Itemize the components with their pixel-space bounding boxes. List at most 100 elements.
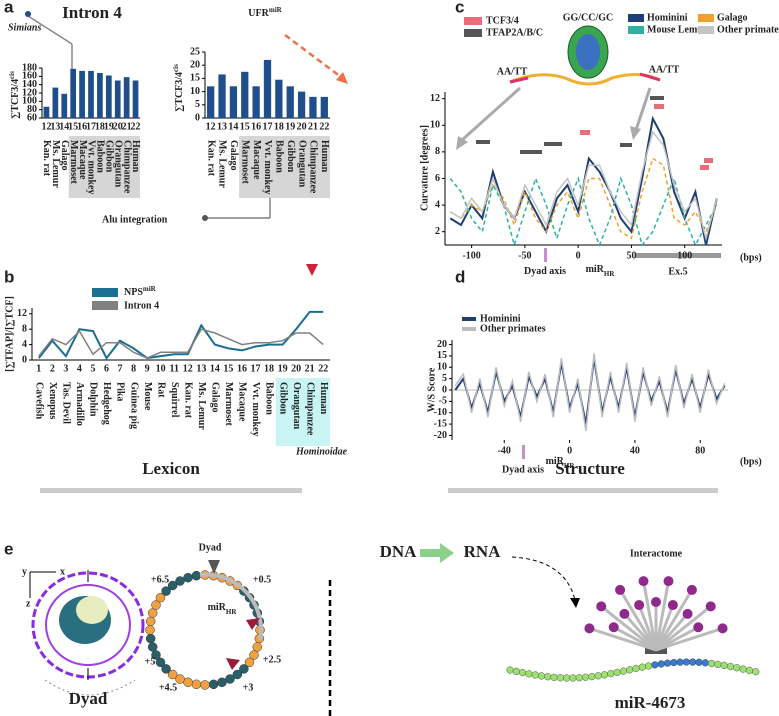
legend-swatch [92,301,118,310]
rna-dot [657,660,665,668]
species-label: Pika [115,382,126,401]
x-tick-label: 14 [210,363,220,374]
y-tick-label: 140 [22,79,37,90]
x-tick-label: 20 [113,121,123,132]
x-tick-label: 80 [695,445,705,456]
arrow [226,658,240,670]
x-tick-label: 19 [278,363,288,374]
y-tick-label: -15 [434,418,447,429]
y-tick-label: 10 [190,86,200,97]
nucleotide-dot [232,669,243,680]
bar [309,96,317,118]
bar [123,77,130,118]
species-label: Kan. rat [182,382,193,419]
x-tick-label: -100 [462,250,480,261]
rna-dot [689,658,697,666]
chart-title: Intron 4 [62,3,122,22]
x-tick-label: 13 [50,121,60,132]
nucleotide-dot [145,625,155,635]
x-tick-label: 21 [305,363,315,374]
y-tick-label: 0 [442,384,447,395]
species-label: Chimpanzee [304,382,315,436]
species-label: Vvt. monkey [250,382,261,436]
y-tick-label: 8 [22,323,27,334]
rna-dot [707,659,716,668]
species-label: Galago [228,140,239,171]
panel-letter: e [4,539,13,558]
nucleotide-dot [167,669,178,680]
species-label: Macaque [77,140,88,180]
protein-dot [615,584,626,595]
nucleotide-dot [244,657,255,668]
x-tick-label: 0 [576,250,581,261]
x-tick-label: 12 [183,363,193,374]
protein-dot [651,597,661,607]
x-tick-label: 19 [285,121,295,132]
bar [79,70,85,118]
nucleotide-dot [161,586,171,596]
annotation: Alu integration [102,214,168,225]
species-label: Orangutan [291,382,302,430]
axis-letter: y [22,566,27,577]
interaction-line [655,605,712,652]
x-tick-label: 8 [131,363,136,374]
bar [241,71,249,118]
x-tick-label: 16 [237,363,247,374]
x-tick-label: 21 [308,121,318,132]
x-tick-label: -50 [518,250,531,261]
bar [97,73,103,118]
bar [207,86,215,118]
position-label: +2.5 [263,654,281,665]
species-label: Ms. Lemur [50,140,61,188]
y-tick-label: 2 [435,226,440,237]
x-tick-label: 22 [319,121,329,132]
x-tick-label: 50 [626,250,636,261]
dyad-label: Dyad axis [502,464,544,475]
nucleotide-dot [147,642,158,652]
nucleotide-dot [191,679,202,690]
interaction-line [654,589,694,651]
line [449,115,718,246]
rna-dot [588,673,596,681]
legend-swatch [628,14,644,22]
bar [297,91,306,118]
protein-dot [686,584,697,595]
bar [263,59,272,118]
nucleotide-dot [183,677,193,688]
protein-dot [717,623,728,634]
species-label: Gibbon [285,140,296,173]
bar [43,106,50,118]
x-tick-label: 18 [95,121,105,132]
species-label: Human [319,140,330,173]
species-label: Baboon [264,382,275,415]
label-main: miR [586,264,605,275]
bar [70,68,77,118]
y-tick-label: 15 [437,350,447,361]
y-axis-label: ∑TCF3/4cis [8,71,22,119]
interaction-line [642,580,658,651]
species-label: Marmoset [68,140,79,185]
x-tick-label: 15 [223,363,233,374]
label-main: Dyad axis [524,266,566,277]
rna-dot [600,671,609,679]
legend-swatch [462,317,476,321]
y-tick-label: 0 [195,112,200,123]
bar [229,86,238,118]
protein-dot [667,600,678,611]
line [38,328,324,359]
x-tick-label: 18 [274,121,284,132]
rna-dot [745,666,754,675]
species-label: Macaque [237,382,248,422]
species-label: Xenopus [47,382,58,419]
species-label: Squirrel [169,382,180,418]
position-label: +5 [145,656,156,667]
species-label: Galago [59,140,70,171]
species-label: Gibbon [104,140,115,173]
legend-label: NPSmiR [124,285,157,299]
rna-dot [512,667,520,675]
section-label: Lexicon [142,459,200,478]
legend-swatch [698,14,714,22]
protein-dot [705,601,716,612]
species-label: Ms. Lemur [217,140,228,188]
species-label: Rat [155,382,166,398]
